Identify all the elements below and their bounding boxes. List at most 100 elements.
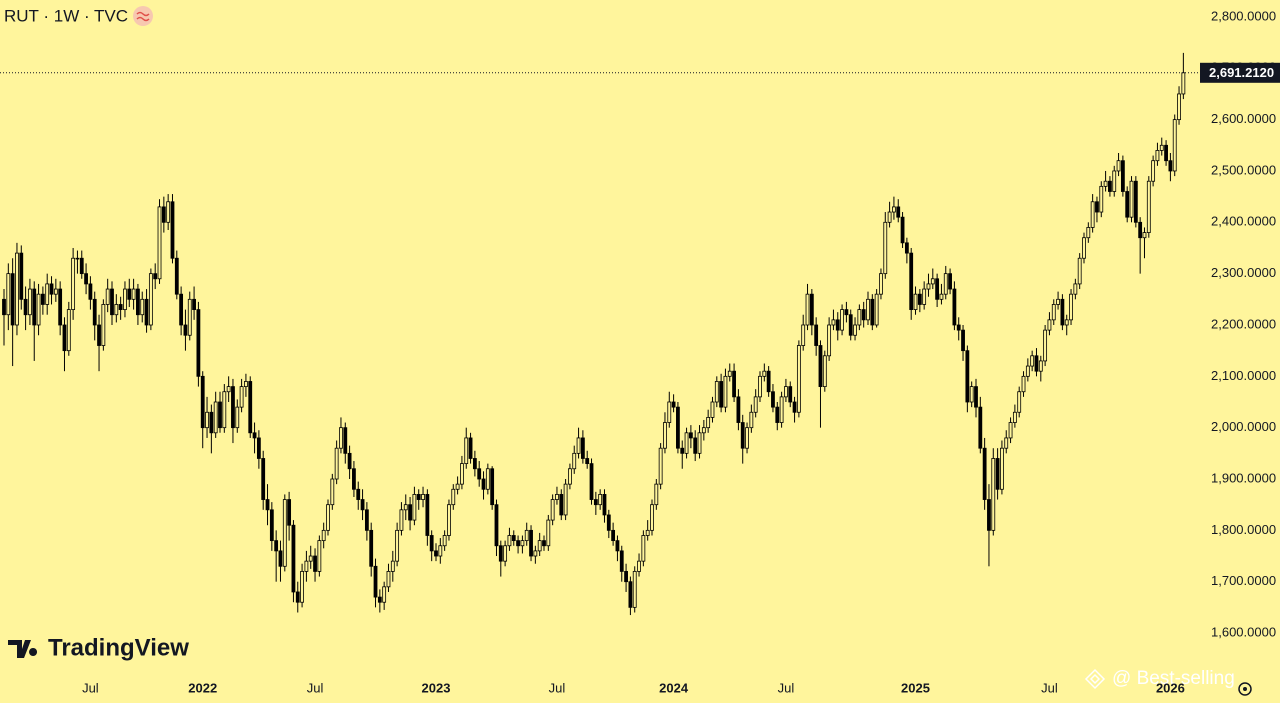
candle-body	[261, 458, 266, 500]
candle-body	[291, 524, 296, 593]
candle-body	[572, 452, 577, 470]
candle-body	[935, 278, 940, 300]
candle-body	[278, 550, 283, 567]
candle-body	[602, 494, 607, 516]
candle-body	[861, 309, 866, 321]
candle-body	[101, 304, 106, 346]
candle-body	[913, 293, 918, 310]
candle-body	[36, 293, 41, 326]
chart-title: RUT · 1W · TVC	[4, 6, 128, 25]
candle-body	[97, 324, 101, 346]
candle-body	[766, 370, 771, 393]
candle-body	[498, 545, 503, 562]
candle-body	[956, 324, 961, 331]
candle-body	[632, 571, 637, 608]
candle-body	[15, 252, 19, 326]
x-tick-label: Jul	[307, 680, 324, 695]
candle-body	[745, 427, 749, 449]
x-tick-label: Jul	[778, 680, 795, 695]
candle-body	[79, 257, 84, 275]
candle-body	[136, 288, 140, 316]
candle-body	[356, 488, 361, 500]
candle-body	[403, 504, 408, 511]
candle-body	[1064, 319, 1069, 326]
candle-body	[71, 257, 76, 310]
candle-body	[900, 216, 905, 244]
candle-body	[1077, 257, 1082, 285]
candle-body	[118, 304, 123, 310]
candle-body	[831, 319, 836, 326]
candle-body	[848, 314, 853, 336]
candle-body	[568, 468, 572, 485]
candle-body	[835, 319, 840, 331]
candle-body	[127, 288, 132, 300]
candle-body	[434, 550, 438, 557]
source-icon	[133, 6, 153, 26]
candle-body	[788, 386, 793, 403]
candle-body	[313, 555, 317, 572]
candle-body	[1112, 170, 1117, 192]
candle-body	[179, 293, 184, 326]
candle-body	[1090, 201, 1095, 228]
candle-body	[559, 494, 564, 516]
candle-body	[1000, 447, 1004, 490]
candle-body	[857, 309, 862, 326]
candle-body	[701, 427, 706, 434]
candle-body	[66, 309, 71, 352]
candle-body	[507, 535, 512, 547]
y-tick-label: 2,300.0000	[1211, 265, 1276, 280]
candle-body	[32, 288, 37, 326]
candle-body	[110, 288, 114, 316]
settings-icon[interactable]	[1238, 682, 1252, 696]
candle-body	[654, 483, 659, 506]
gear[interactable]	[1238, 682, 1252, 696]
credit-text: @ Best-selling	[1112, 668, 1235, 689]
candle-body	[19, 252, 24, 300]
candle-body	[222, 391, 227, 429]
candle-body	[637, 560, 641, 572]
candle-body	[1108, 180, 1112, 192]
candle-body	[386, 571, 391, 588]
plot-area	[2, 52, 1186, 616]
candle-body	[477, 468, 482, 480]
candle-body	[23, 298, 28, 316]
candle-body	[157, 206, 162, 280]
candle-body	[1164, 144, 1168, 162]
watermark-logo	[8, 640, 38, 658]
candle-body	[879, 273, 883, 295]
candle-body	[1155, 150, 1160, 162]
candle-body	[943, 273, 948, 295]
candle-body	[321, 529, 326, 542]
candle-body	[503, 545, 508, 562]
candle-body	[727, 370, 732, 377]
candle-body	[429, 535, 434, 552]
candle-body	[684, 432, 689, 454]
candle-body	[1172, 119, 1177, 172]
candle-body	[114, 304, 119, 316]
candle-body	[555, 494, 559, 500]
candle-body	[187, 298, 192, 336]
candle-body	[909, 252, 914, 310]
candle-body	[84, 273, 88, 285]
candle-body	[239, 386, 244, 408]
candle-body	[1008, 422, 1013, 439]
candle-body	[464, 437, 469, 465]
candle-body	[304, 560, 309, 572]
candle-body	[576, 437, 581, 454]
candle-body	[10, 273, 15, 326]
candle-body	[390, 560, 395, 572]
candle-body	[28, 288, 32, 316]
candle-body	[658, 447, 663, 485]
icon-glyph	[136, 11, 150, 22]
candle-body	[494, 504, 499, 547]
candle-body	[343, 427, 348, 454]
candle-body	[205, 411, 209, 429]
candle-body	[546, 519, 551, 547]
x-tick-label: 2023	[422, 680, 451, 695]
candle-body	[1129, 180, 1134, 218]
candle-body	[1012, 411, 1017, 423]
candle-body	[619, 550, 624, 572]
candle-body	[192, 298, 196, 310]
candle-body	[827, 324, 832, 357]
